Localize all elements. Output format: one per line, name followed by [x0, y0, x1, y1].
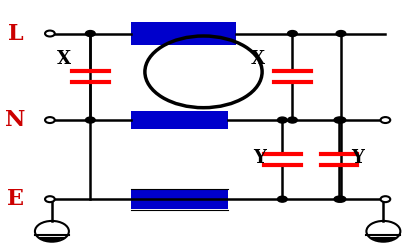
Circle shape [381, 196, 390, 202]
Circle shape [288, 30, 297, 36]
Circle shape [85, 117, 95, 123]
Circle shape [45, 196, 55, 202]
Text: X: X [251, 50, 265, 68]
Text: Y: Y [352, 149, 364, 168]
Circle shape [334, 117, 344, 123]
Circle shape [45, 117, 55, 123]
Circle shape [278, 117, 287, 123]
Circle shape [381, 117, 390, 123]
Circle shape [336, 117, 346, 123]
Text: E: E [7, 188, 24, 210]
Circle shape [288, 117, 297, 123]
Circle shape [278, 196, 287, 202]
Circle shape [45, 30, 55, 36]
Circle shape [334, 196, 344, 202]
Text: X: X [57, 50, 71, 68]
Circle shape [336, 196, 346, 202]
FancyBboxPatch shape [131, 22, 236, 45]
Circle shape [85, 30, 95, 36]
Text: Y: Y [253, 149, 266, 168]
FancyBboxPatch shape [131, 190, 228, 208]
Text: N: N [5, 109, 26, 131]
Text: L: L [8, 22, 23, 44]
FancyBboxPatch shape [131, 111, 228, 130]
Circle shape [336, 30, 346, 36]
